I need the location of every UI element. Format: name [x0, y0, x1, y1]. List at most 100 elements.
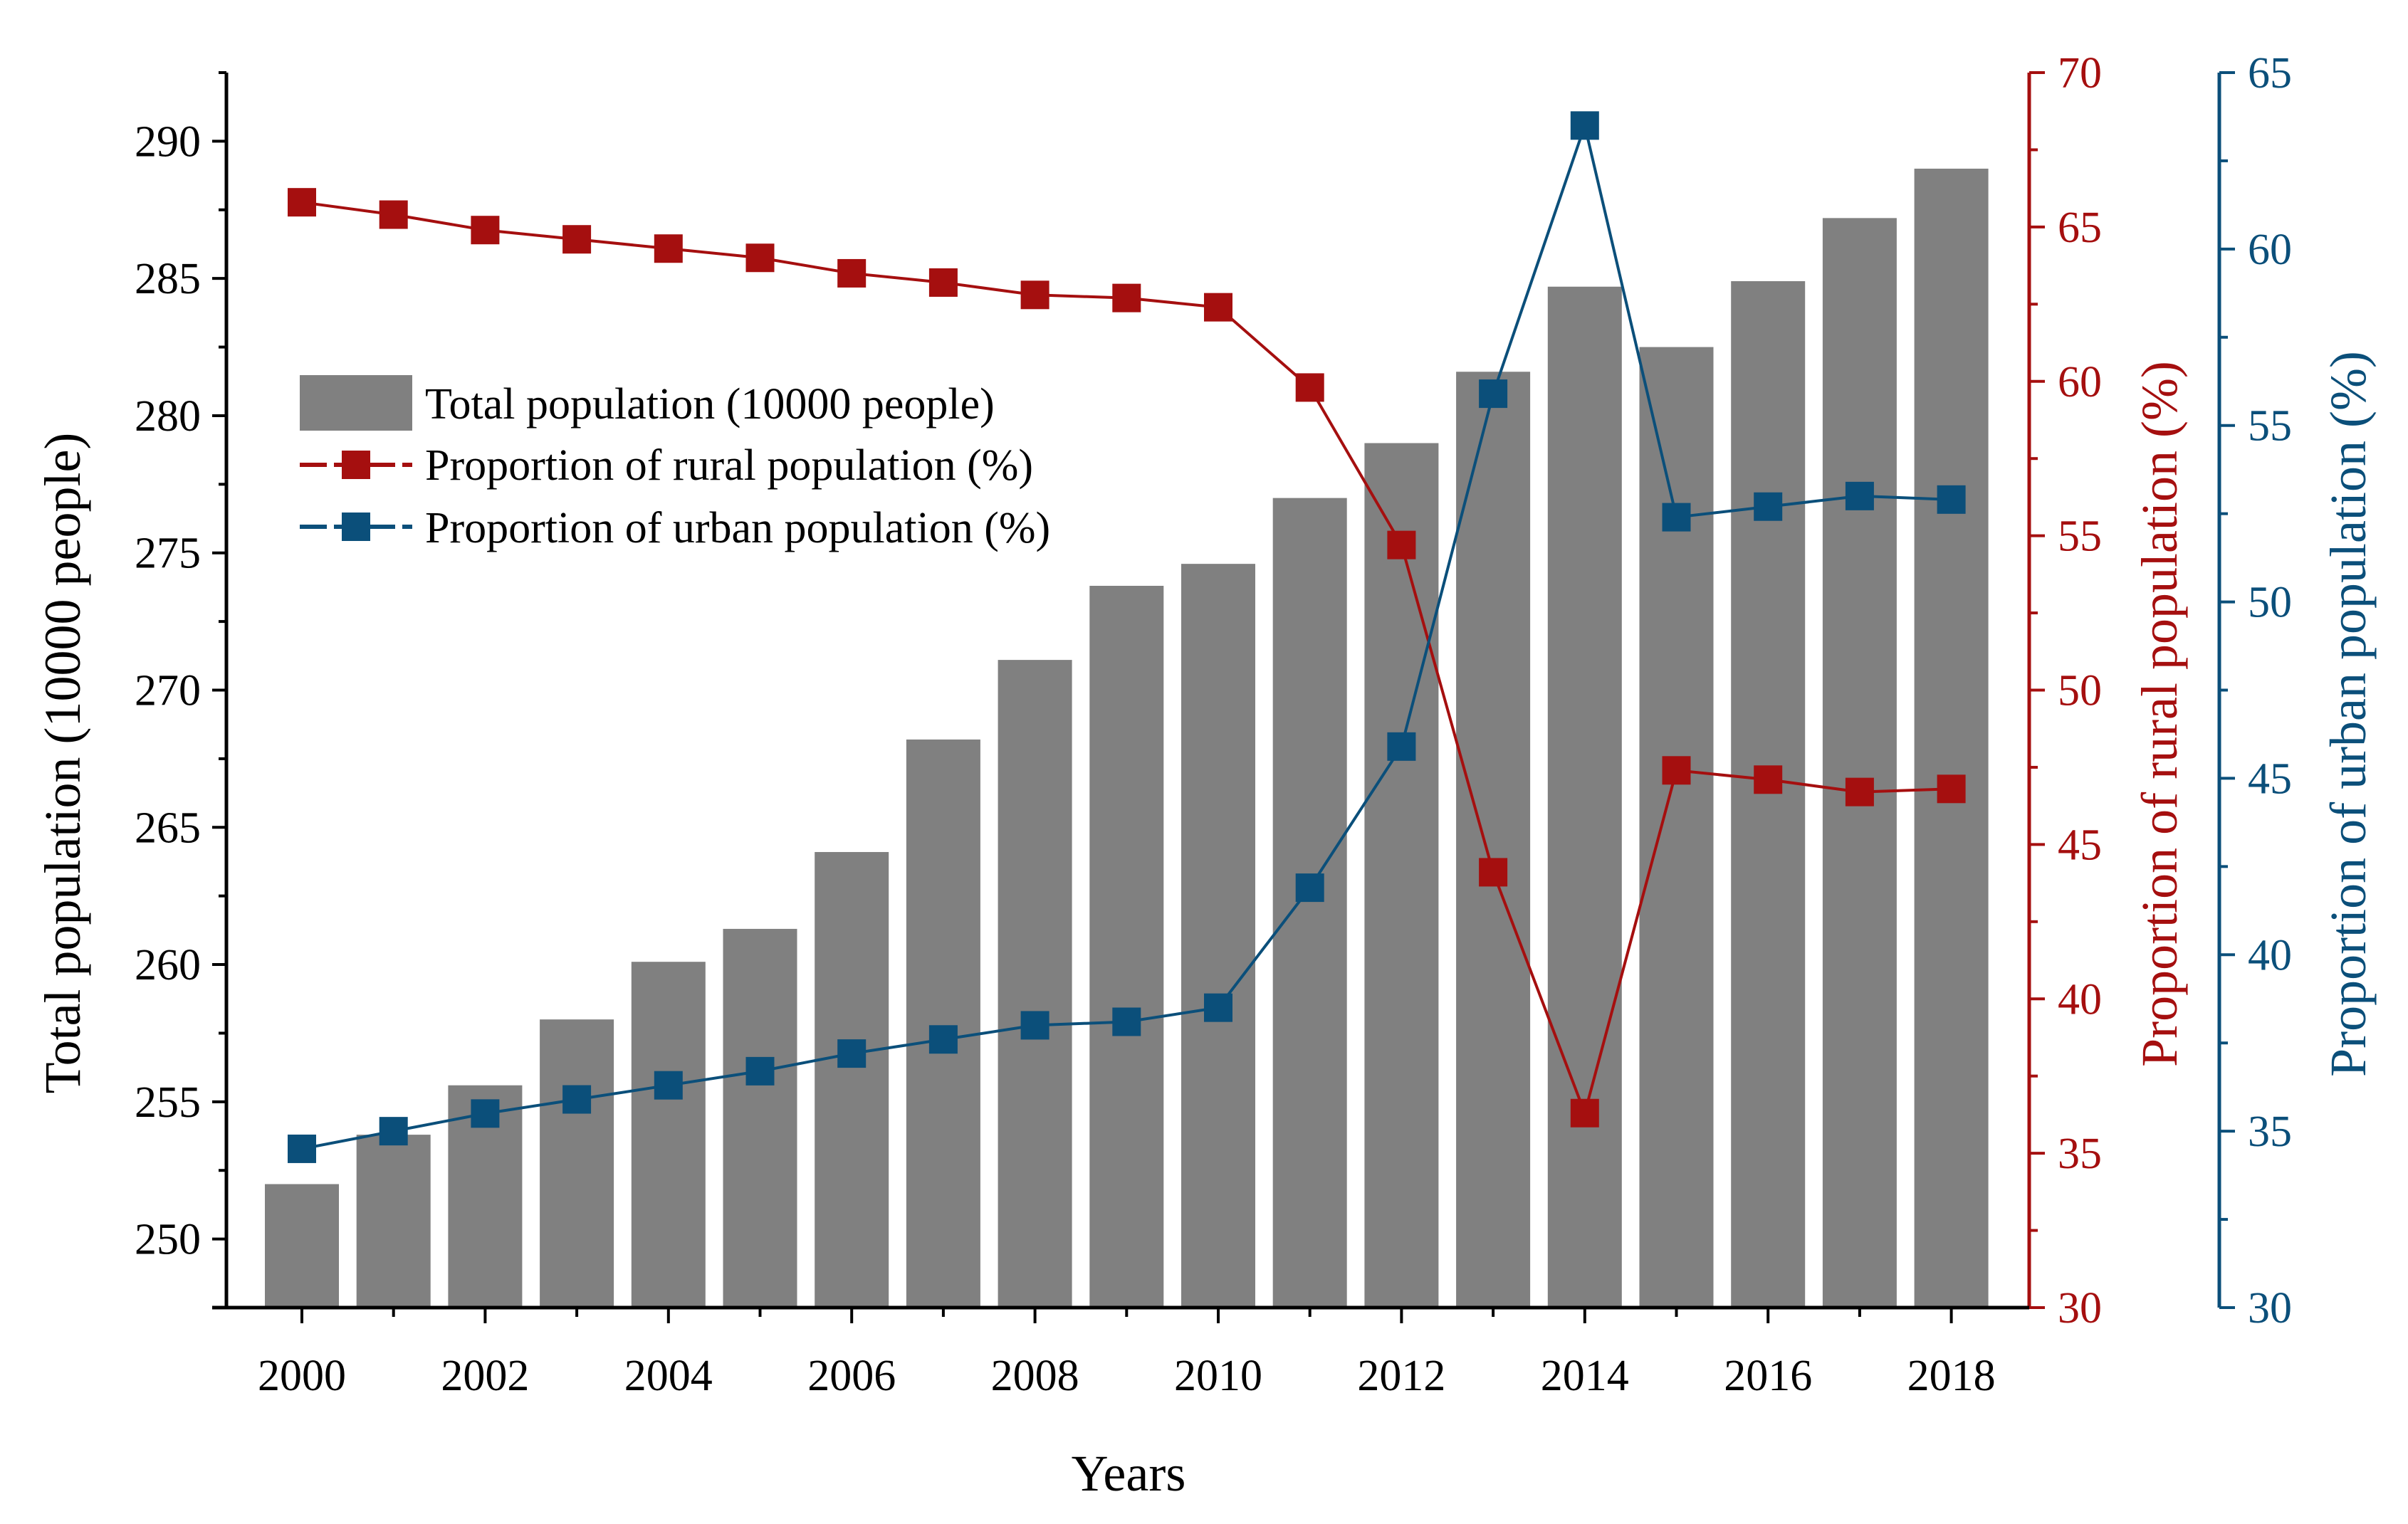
- urban-point-2006: [837, 1039, 867, 1068]
- rural-point-2014: [1570, 1098, 1599, 1128]
- left-tick-label: 250: [135, 1216, 201, 1264]
- rural-point-2016: [1754, 765, 1783, 794]
- urban-line-series: [288, 111, 1966, 1163]
- x-tick-label: 2008: [991, 1352, 1079, 1400]
- rural-tick-label: 40: [2058, 975, 2102, 1024]
- rural-point-2005: [745, 243, 775, 273]
- urban-point-2008: [1020, 1011, 1049, 1040]
- x-tick-label: 2004: [624, 1352, 713, 1400]
- urban-point-2011: [1295, 873, 1324, 903]
- left-tick-label: 275: [135, 530, 201, 578]
- bar-2005: [723, 928, 797, 1308]
- rural-point-2007: [928, 268, 958, 297]
- rural-point-2015: [1662, 756, 1691, 785]
- x-tick-label: 2018: [1907, 1352, 1996, 1400]
- bar-2003: [540, 1019, 614, 1308]
- urban-tick-label: 35: [2248, 1108, 2292, 1156]
- rural-point-2009: [1112, 283, 1141, 312]
- urban-point-2010: [1204, 993, 1232, 1022]
- legend-marker-rural: [342, 451, 370, 479]
- rural-point-2017: [1845, 777, 1874, 806]
- bar-2017: [1822, 218, 1897, 1308]
- bar-2012: [1364, 443, 1439, 1308]
- bar-2018: [1914, 168, 1989, 1308]
- x-tick-label: 2012: [1357, 1352, 1445, 1400]
- urban-tick-label: 30: [2248, 1284, 2292, 1333]
- urban-point-2002: [471, 1099, 500, 1128]
- x-tick-label: 2000: [258, 1352, 346, 1400]
- legend-swatch-total-population: [300, 375, 412, 431]
- x-axis-title: Years: [1072, 1445, 1186, 1502]
- urban-point-2005: [745, 1056, 775, 1086]
- urban-tick-label: 50: [2248, 579, 2292, 627]
- left-tick-label: 290: [135, 117, 201, 166]
- rural-point-2010: [1204, 293, 1232, 322]
- legend-label-total-population: Total population (10000 people): [425, 380, 995, 429]
- urban-point-2013: [1479, 379, 1508, 409]
- x-tick-label: 2014: [1541, 1352, 1629, 1400]
- urban-point-2009: [1112, 1007, 1141, 1036]
- bar-2016: [1731, 281, 1806, 1308]
- legend: Total population (10000 people) Proporti…: [300, 375, 1050, 552]
- bar-2000: [265, 1184, 339, 1308]
- bar-2006: [815, 851, 889, 1308]
- legend-label-rural: Proportion of rural population (%): [425, 441, 1033, 490]
- rural-tick-label: 65: [2058, 204, 2102, 252]
- bar-series: [265, 168, 1989, 1308]
- bar-2014: [1547, 286, 1622, 1308]
- bar-2004: [631, 962, 706, 1308]
- rural-tick-label: 70: [2058, 49, 2102, 98]
- rural-point-2003: [562, 225, 592, 254]
- rural-point-2001: [379, 200, 408, 229]
- rural-point-2013: [1479, 858, 1508, 887]
- urban-point-2003: [562, 1085, 592, 1114]
- urban-point-2014: [1570, 111, 1599, 140]
- x-tick-label: 2002: [441, 1352, 529, 1400]
- rural-point-2002: [471, 216, 500, 245]
- urban-point-2012: [1387, 732, 1416, 761]
- x-tick-label: 2016: [1724, 1352, 1812, 1400]
- urban-tick-label: 40: [2248, 931, 2292, 979]
- rural-point-2012: [1387, 530, 1416, 559]
- left-axis-title: Total population (10000 people): [34, 433, 91, 1094]
- left-tick-label: 285: [135, 255, 201, 303]
- bar-2010: [1181, 564, 1255, 1308]
- legend-label-urban: Proportion of urban population (%): [425, 504, 1050, 552]
- rural-point-2006: [837, 258, 867, 288]
- rural-point-2000: [288, 188, 316, 217]
- rural-point-2004: [654, 234, 683, 263]
- bar-2011: [1272, 498, 1347, 1308]
- urban-point-2001: [379, 1117, 408, 1146]
- left-tick-label: 280: [135, 392, 201, 441]
- rural-tick-label: 30: [2058, 1284, 2102, 1333]
- left-tick-label: 260: [135, 941, 201, 989]
- rural-point-2018: [1937, 774, 1966, 804]
- urban-tick-label: 55: [2248, 402, 2292, 451]
- left-tick-label: 270: [135, 667, 201, 715]
- x-tick-label: 2006: [807, 1352, 896, 1400]
- rural-tick-label: 50: [2058, 667, 2102, 715]
- x-tick-label: 2010: [1174, 1352, 1262, 1400]
- urban-tick-label: 60: [2248, 226, 2292, 274]
- urban-point-2000: [288, 1134, 316, 1163]
- legend-marker-urban: [342, 513, 370, 541]
- x-axis: 2000 2002 2004 2006 2008 2010 2012 2014 2016 2018: [212, 1305, 2029, 1400]
- urban-axis-title: Proportion of urban population (%): [2320, 351, 2377, 1077]
- rural-point-2008: [1020, 280, 1049, 310]
- left-tick-label: 265: [135, 804, 201, 852]
- urban-point-2004: [654, 1071, 683, 1100]
- rural-tick-label: 45: [2058, 821, 2102, 869]
- bar-2013: [1456, 372, 1531, 1308]
- left-tick-label: 255: [135, 1078, 201, 1127]
- rural-tick-label: 60: [2058, 358, 2102, 406]
- rural-tick-label: 55: [2058, 513, 2102, 561]
- rural-tick-label: 35: [2058, 1130, 2102, 1178]
- urban-tick-label: 65: [2248, 49, 2292, 98]
- bar-2001: [356, 1135, 431, 1308]
- rural-point-2011: [1295, 373, 1324, 402]
- urban-point-2016: [1754, 492, 1783, 521]
- rural-line-series: [288, 188, 1966, 1128]
- left-y-axis: 250 255 260 265 270 275 280 285 290: [135, 71, 229, 1309]
- rural-y-axis: 30 35 40 45 50 55 60 65 70: [2027, 49, 2102, 1333]
